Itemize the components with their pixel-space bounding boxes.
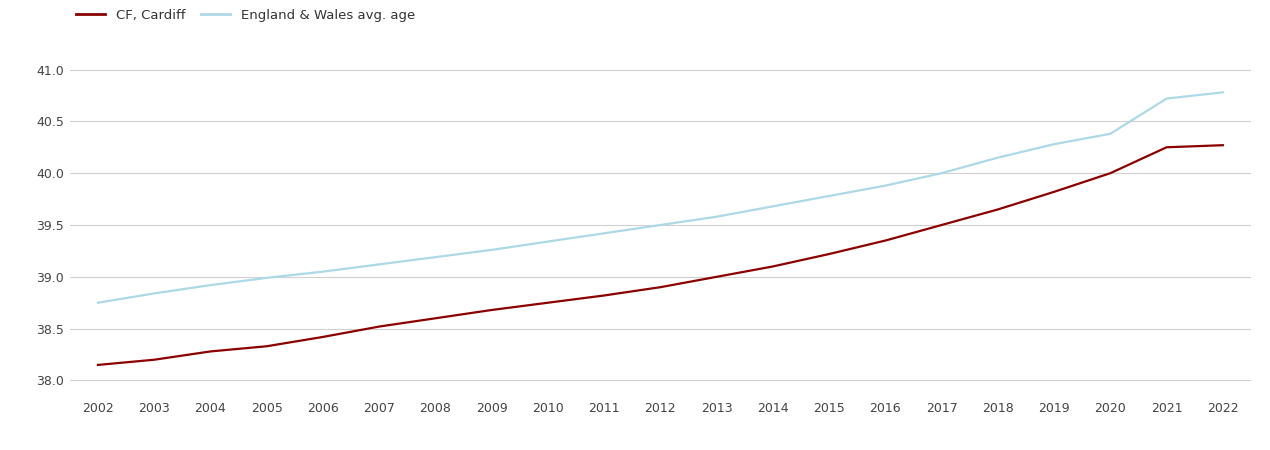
England & Wales avg. age [766,204,781,209]
CF, Cardiff [540,300,555,306]
Legend: CF, Cardiff, England & Wales avg. age: CF, Cardiff, England & Wales avg. age [76,9,415,22]
England & Wales avg. age [540,239,555,244]
England & Wales avg. age [1160,96,1175,101]
England & Wales avg. age [653,222,668,228]
CF, Cardiff [1215,143,1231,148]
England & Wales avg. age [146,291,161,296]
England & Wales avg. age [1102,131,1118,136]
CF, Cardiff [1046,189,1062,194]
England & Wales avg. age [315,269,330,274]
England & Wales avg. age [991,155,1006,160]
CF, Cardiff [878,238,893,243]
CF, Cardiff [259,343,274,349]
England & Wales avg. age [372,262,387,267]
England & Wales avg. age [1046,141,1062,147]
CF, Cardiff [203,349,218,354]
CF, Cardiff [315,334,330,340]
CF, Cardiff [90,362,105,368]
CF, Cardiff [709,274,724,279]
CF, Cardiff [653,284,668,290]
England & Wales avg. age [597,230,612,236]
Line: CF, Cardiff: CF, Cardiff [98,145,1223,365]
CF, Cardiff [1102,171,1118,176]
England & Wales avg. age [428,254,443,260]
CF, Cardiff [597,293,612,298]
Line: England & Wales avg. age: England & Wales avg. age [98,92,1223,303]
England & Wales avg. age [933,171,949,176]
CF, Cardiff [484,307,499,313]
CF, Cardiff [372,324,387,329]
CF, Cardiff [1160,144,1175,150]
CF, Cardiff [991,207,1006,212]
CF, Cardiff [428,315,443,321]
England & Wales avg. age [484,247,499,252]
England & Wales avg. age [259,275,274,280]
England & Wales avg. age [1215,90,1231,95]
England & Wales avg. age [878,183,893,188]
England & Wales avg. age [203,283,218,288]
England & Wales avg. age [822,194,837,199]
CF, Cardiff [766,264,781,269]
CF, Cardiff [146,357,161,362]
England & Wales avg. age [709,214,724,220]
England & Wales avg. age [90,300,105,306]
CF, Cardiff [933,222,949,228]
CF, Cardiff [822,251,837,256]
